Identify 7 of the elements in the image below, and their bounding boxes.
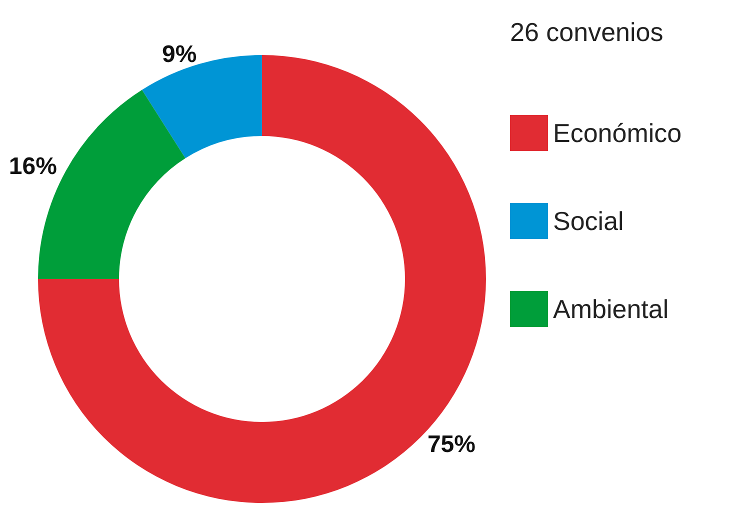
data-label: 9% bbox=[162, 40, 197, 68]
legend-label: Ambiental bbox=[553, 294, 669, 324]
chart-title: 26 convenios bbox=[510, 17, 664, 47]
data-label: 16% bbox=[8, 152, 57, 180]
legend-label: Económico bbox=[553, 118, 682, 148]
legend-label: Social bbox=[553, 206, 624, 236]
data-label: 75% bbox=[427, 430, 476, 458]
